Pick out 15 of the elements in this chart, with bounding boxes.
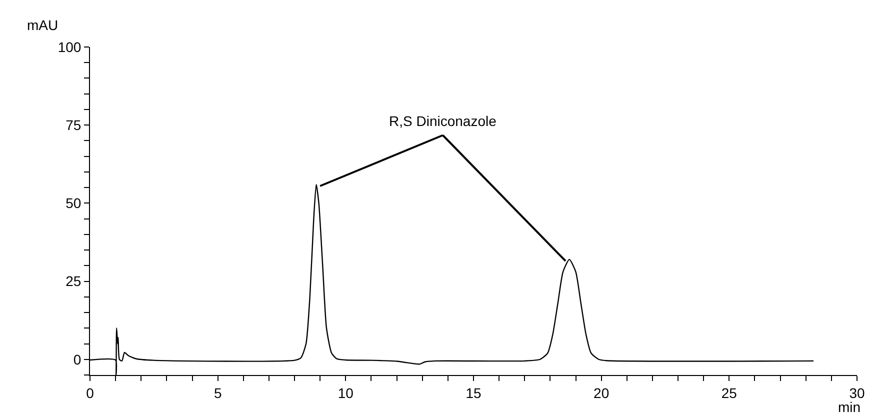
x-tick-label: 15 xyxy=(466,384,482,401)
x-tick-label: 25 xyxy=(721,384,738,401)
y-tick-label: 50 xyxy=(66,195,82,212)
x-axis-title: min xyxy=(838,399,861,415)
x-tick-label: 10 xyxy=(338,384,354,401)
x-tick-label: 0 xyxy=(86,384,94,401)
x-tick-label: 30 xyxy=(849,384,865,401)
x-tick-label: 20 xyxy=(594,384,610,401)
y-axis-title: mAU xyxy=(27,17,58,33)
annotation: R,S Diniconazole xyxy=(389,113,497,129)
y-tick-label: 25 xyxy=(66,273,82,290)
y-tick-label: 100 xyxy=(58,38,82,55)
y-tick-label: 75 xyxy=(66,117,82,133)
x-tick-label: 5 xyxy=(214,384,222,401)
y-tick-label: 0 xyxy=(73,351,82,368)
